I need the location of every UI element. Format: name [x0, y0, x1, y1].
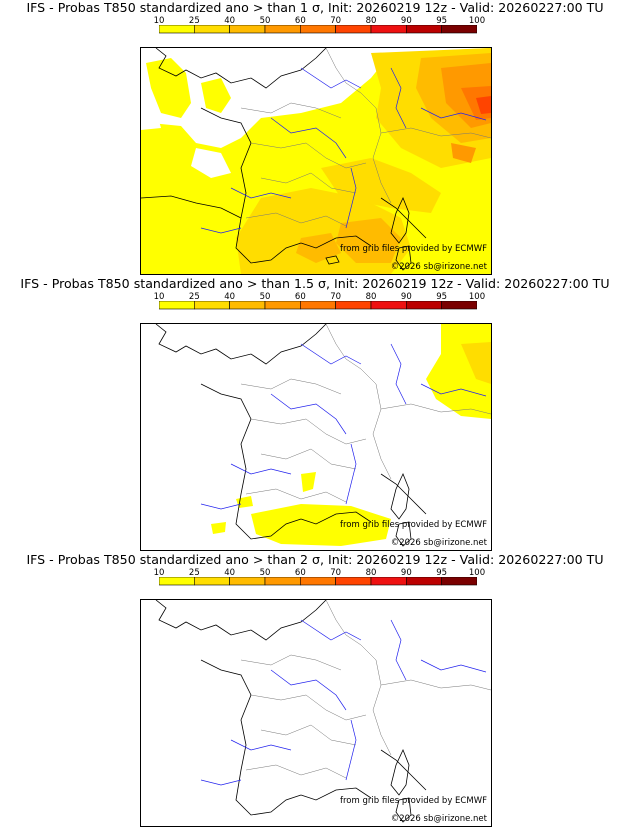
legend-tick-label: 25 — [188, 292, 200, 302]
coastlines — [155, 324, 427, 547]
color-legend: 10 25 40 50 60 70 80 90 95 100 — [154, 16, 485, 38]
legend-swatch — [264, 25, 301, 34]
legend-tick-label: 60 — [294, 568, 306, 578]
legend-swatch — [370, 25, 407, 34]
legend-swatch — [335, 301, 372, 310]
legend-swatch — [264, 577, 301, 586]
legend-swatch — [159, 25, 195, 34]
legend-swatch — [229, 577, 266, 586]
legend-tick-label: 70 — [330, 568, 342, 578]
legend-tick-label: 40 — [224, 568, 236, 578]
legend-tick-label: 100 — [468, 568, 486, 578]
legend-swatch — [159, 577, 195, 586]
legend-tick-label: 70 — [330, 292, 342, 302]
legend-swatch — [300, 301, 336, 310]
borders — [240, 600, 491, 779]
legend-tick-label: 50 — [259, 568, 271, 578]
legend-swatch — [441, 301, 477, 310]
legend-tick-label: 60 — [294, 292, 306, 302]
legend-tick-label: 100 — [468, 292, 486, 302]
coastlines — [155, 600, 427, 823]
legend-swatch — [300, 577, 336, 586]
legend-swatch — [441, 25, 477, 34]
map-canvas — [141, 48, 491, 274]
legend-swatch — [406, 301, 442, 310]
credit-source: from grib files provided by ECMWF — [340, 796, 487, 806]
probability-map: from grib files provided by ECMWF ©2026 … — [140, 323, 492, 551]
legend-tick-label: 25 — [188, 568, 200, 578]
credit-copyright: ©2026 sb@irizone.net — [390, 538, 487, 548]
legend-tick-label: 25 — [188, 16, 200, 26]
rivers — [200, 67, 487, 234]
color-legend: 10 25 40 50 60 70 80 90 95 100 — [154, 292, 485, 314]
legend-tick-label: 50 — [259, 292, 271, 302]
legend-tick-label: 40 — [224, 16, 236, 26]
legend-tick-label: 100 — [468, 16, 486, 26]
legend-tick-label: 10 — [153, 16, 165, 26]
legend-tick-label: 90 — [400, 16, 412, 26]
map-panel-2: IFS - Probas T850 standardized ano > tha… — [0, 276, 630, 552]
legend-tick-label: 80 — [365, 16, 377, 26]
credit-copyright: ©2026 sb@irizone.net — [390, 814, 487, 824]
color-legend: 10 25 40 50 60 70 80 90 95 100 — [154, 568, 485, 590]
rivers — [200, 619, 487, 786]
legend-tick-label: 80 — [365, 292, 377, 302]
legend-tick-label: 95 — [436, 292, 448, 302]
credit-source: from grib files provided by ECMWF — [340, 520, 487, 530]
legend-swatch — [335, 577, 372, 586]
legend-swatch — [300, 25, 336, 34]
map-canvas — [155, 600, 491, 823]
legend-tick-label: 10 — [153, 568, 165, 578]
legend-tick-label: 50 — [259, 16, 271, 26]
legend-tick-label: 80 — [365, 568, 377, 578]
legend-swatch — [441, 577, 477, 586]
legend-swatch — [370, 301, 407, 310]
probability-fill — [141, 48, 491, 274]
probability-fill — [211, 324, 491, 546]
legend-tick-label: 70 — [330, 16, 342, 26]
map-panel-1: IFS - Probas T850 standardized ano > tha… — [0, 0, 630, 276]
legend-tick-label: 10 — [153, 292, 165, 302]
legend-tick-label: 60 — [294, 16, 306, 26]
legend-tick-label: 90 — [400, 568, 412, 578]
legend-swatch — [159, 301, 195, 310]
legend-tick-label: 95 — [436, 568, 448, 578]
legend-bar — [159, 301, 477, 310]
legend-swatch — [406, 25, 442, 34]
legend-swatch — [193, 25, 230, 34]
probability-map: from grib files provided by ECMWF ©2026 … — [140, 47, 492, 275]
borders — [240, 324, 491, 503]
panel-title: IFS - Probas T850 standardized ano > tha… — [26, 552, 604, 567]
legend-bar — [159, 25, 477, 34]
rivers — [200, 343, 487, 510]
panel-title: IFS - Probas T850 standardized ano > tha… — [20, 276, 610, 291]
panel-title: IFS - Probas T850 standardized ano > tha… — [26, 0, 604, 15]
legend-swatch — [229, 301, 266, 310]
borders — [240, 48, 491, 227]
legend-swatch — [264, 301, 301, 310]
map-canvas — [155, 324, 491, 547]
credit-source: from grib files provided by ECMWF — [340, 244, 487, 254]
legend-swatch — [335, 25, 372, 34]
legend-tick-label: 40 — [224, 292, 236, 302]
probability-map: from grib files provided by ECMWF ©2026 … — [140, 599, 492, 827]
credit-copyright: ©2026 sb@irizone.net — [390, 262, 487, 272]
coastlines — [141, 48, 427, 271]
legend-swatch — [193, 577, 230, 586]
legend-tick-label: 90 — [400, 292, 412, 302]
legend-swatch — [406, 577, 442, 586]
legend-swatch — [370, 577, 407, 586]
legend-swatch — [193, 301, 230, 310]
legend-bar — [159, 577, 477, 586]
map-panel-3: IFS - Probas T850 standardized ano > tha… — [0, 552, 630, 828]
legend-swatch — [229, 25, 266, 34]
legend-tick-label: 95 — [436, 16, 448, 26]
